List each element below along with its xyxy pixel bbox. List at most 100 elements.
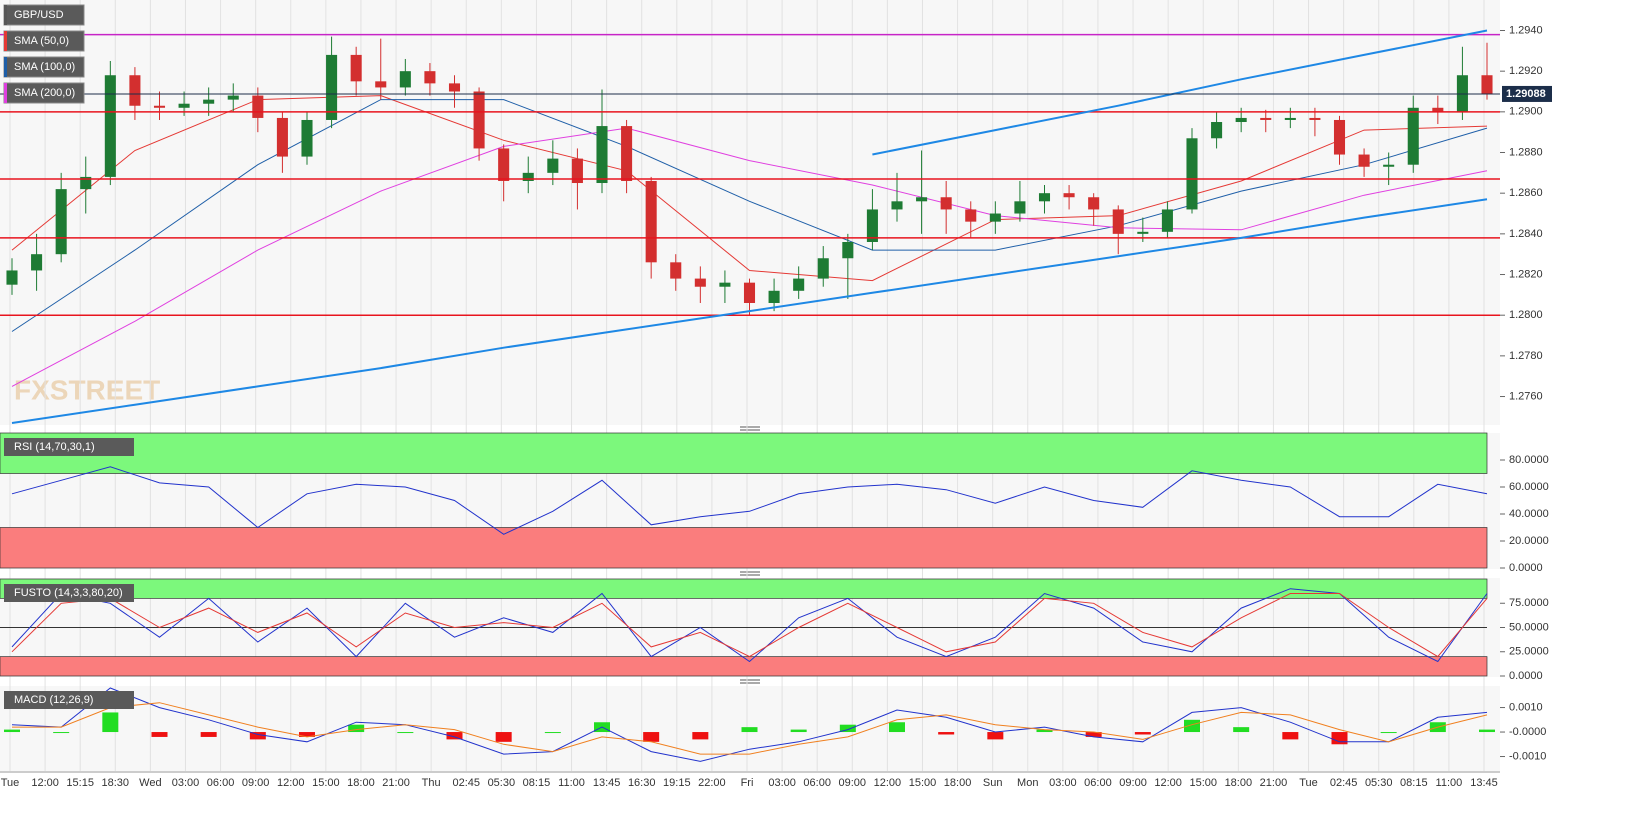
histogram-bar (1184, 719, 1200, 733)
y-tick-label: 20.0000 (1509, 535, 1549, 547)
candle-body (571, 158, 583, 184)
histogram-bar (692, 732, 709, 740)
y-tick-label: 25.0000 (1509, 646, 1549, 658)
x-tick-label: 06:00 (1084, 777, 1112, 789)
candle-body (670, 262, 682, 279)
y-tick-label: 0.0000 (1509, 670, 1543, 682)
candle-body (1186, 138, 1198, 210)
x-tick-label: 22:00 (698, 777, 726, 789)
candle-body (743, 282, 756, 303)
candle-body (1088, 197, 1100, 210)
candle-body (1284, 117, 1296, 120)
x-tick-label: 06:00 (803, 777, 831, 789)
candle-body (866, 209, 878, 242)
candle-body (473, 91, 485, 149)
histogram-bar (741, 727, 758, 733)
legend-swatch (4, 57, 7, 77)
sma-line (11, 127, 1488, 387)
x-tick-label: Mon (1017, 777, 1038, 789)
y-tick-label: 80.0000 (1509, 454, 1549, 466)
x-tick-label: 18:30 (102, 777, 130, 789)
indicator-line (11, 588, 1488, 663)
indicator-line (12, 702, 1488, 755)
candle-body (694, 278, 706, 287)
panel-title-box (4, 438, 134, 456)
sma-line (11, 99, 1488, 332)
x-tick-label: 08:15 (523, 777, 551, 789)
x-tick-label: 16:30 (628, 777, 656, 789)
histogram-bar (200, 732, 217, 737)
y-tick-label: 0.0000 (1509, 562, 1543, 574)
watermark: FXSTREET (14, 374, 160, 405)
x-tick-label: 09:00 (242, 777, 270, 789)
main-plot-bg (0, 0, 1500, 425)
x-tick-label: 13:45 (593, 777, 621, 789)
x-tick-label: 12:00 (277, 777, 305, 789)
candle-body (55, 189, 67, 255)
candle-body (375, 81, 387, 88)
candle-body (31, 254, 43, 271)
indicator-line (11, 593, 1488, 658)
candle-body (596, 126, 608, 184)
histogram-bar (348, 724, 365, 733)
y-tick-label: 1.2800 (1509, 309, 1543, 321)
legend-entry: GBP/USD (14, 9, 64, 21)
y-tick-label: 1.2860 (1509, 187, 1543, 199)
candle-body (80, 176, 92, 190)
x-tick-label: Fri (741, 777, 754, 789)
candle-body (522, 172, 534, 181)
candle-body (1432, 107, 1444, 112)
y-tick-label: 1.2840 (1509, 228, 1543, 240)
candle-body (1137, 231, 1149, 234)
x-tick-label: 15:15 (66, 777, 94, 789)
histogram-bar (1282, 732, 1299, 740)
panel-title: MACD (12,26,9) (14, 694, 93, 706)
x-tick-label: 03:00 (768, 777, 796, 789)
candle-body (6, 270, 18, 285)
candle-body (817, 258, 829, 279)
x-tick-label: 15:00 (909, 777, 937, 789)
histogram-bar (889, 722, 905, 733)
legend-entry: SMA (100,0) (14, 61, 75, 73)
candle-body (793, 278, 805, 291)
x-tick-label: 09:00 (839, 777, 867, 789)
x-tick-label: 21:00 (1260, 777, 1288, 789)
histogram-bar (1331, 732, 1348, 745)
y-tick-label: 1.2820 (1509, 268, 1543, 280)
candle-body (1063, 193, 1075, 198)
x-tick-label: 09:00 (1119, 777, 1147, 789)
candle-body (203, 99, 215, 104)
candle-body (547, 158, 559, 173)
candle-body (1333, 119, 1346, 155)
x-tick-label: 18:00 (347, 777, 375, 789)
x-tick-label: 19:15 (663, 777, 691, 789)
current-price-label: 1.29088 (1506, 88, 1546, 100)
candle-body (1235, 117, 1247, 123)
x-tick-label: 18:00 (1225, 777, 1253, 789)
x-tick-label: Wed (139, 777, 161, 789)
x-tick-label: 02:45 (1330, 777, 1358, 789)
candle-body (1383, 164, 1395, 167)
panel-title: FUSTO (14,3,3,80,20) (14, 587, 123, 599)
candle-body (621, 126, 633, 181)
candle-body (350, 54, 362, 82)
legend-swatch (4, 31, 7, 51)
x-tick-label: 18:00 (944, 777, 972, 789)
candle-body (178, 103, 190, 108)
current-price-box (1502, 85, 1552, 102)
candle-body (768, 290, 780, 303)
candle-body (1112, 209, 1124, 234)
indicator-line (11, 466, 1488, 535)
y-tick-label: 1.2760 (1509, 390, 1543, 402)
candle-body (1014, 201, 1026, 214)
panel-title: RSI (14,70,30,1) (14, 441, 95, 453)
x-tick-label: 12:00 (31, 777, 59, 789)
y-tick-label: 1.2900 (1509, 106, 1543, 118)
x-tick-label: 12:00 (1154, 777, 1182, 789)
y-tick-label: -0.0000 (1509, 726, 1546, 738)
x-tick-label: 21:00 (382, 777, 410, 789)
trendline (11, 198, 1488, 424)
y-tick-label: 1.2940 (1509, 24, 1543, 36)
y-tick-label: 1.2920 (1509, 65, 1543, 77)
panel-title-box (4, 584, 134, 602)
